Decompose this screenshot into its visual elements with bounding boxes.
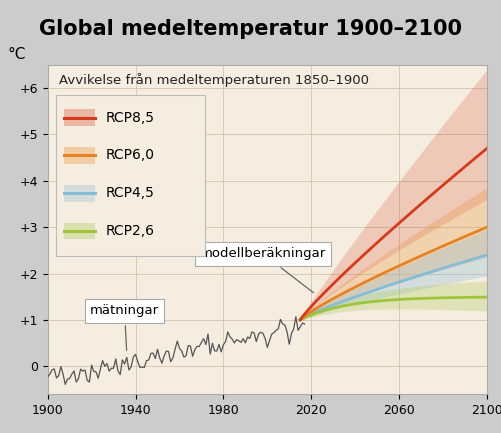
Text: RCP4,5: RCP4,5 [106, 186, 155, 200]
Text: Avvikelse från medeltemperaturen 1850–1900: Avvikelse från medeltemperaturen 1850–19… [59, 73, 368, 87]
FancyBboxPatch shape [56, 94, 204, 256]
Text: RCP6,0: RCP6,0 [106, 149, 155, 162]
Text: RCP2,6: RCP2,6 [106, 224, 155, 238]
Text: RCP8,5: RCP8,5 [106, 110, 155, 125]
Text: mätningar: mätningar [90, 304, 159, 350]
Text: modellberäkningar: modellberäkningar [199, 247, 325, 293]
Text: °C: °C [8, 47, 26, 61]
Text: Global medeltemperatur 1900–2100: Global medeltemperatur 1900–2100 [40, 19, 461, 39]
